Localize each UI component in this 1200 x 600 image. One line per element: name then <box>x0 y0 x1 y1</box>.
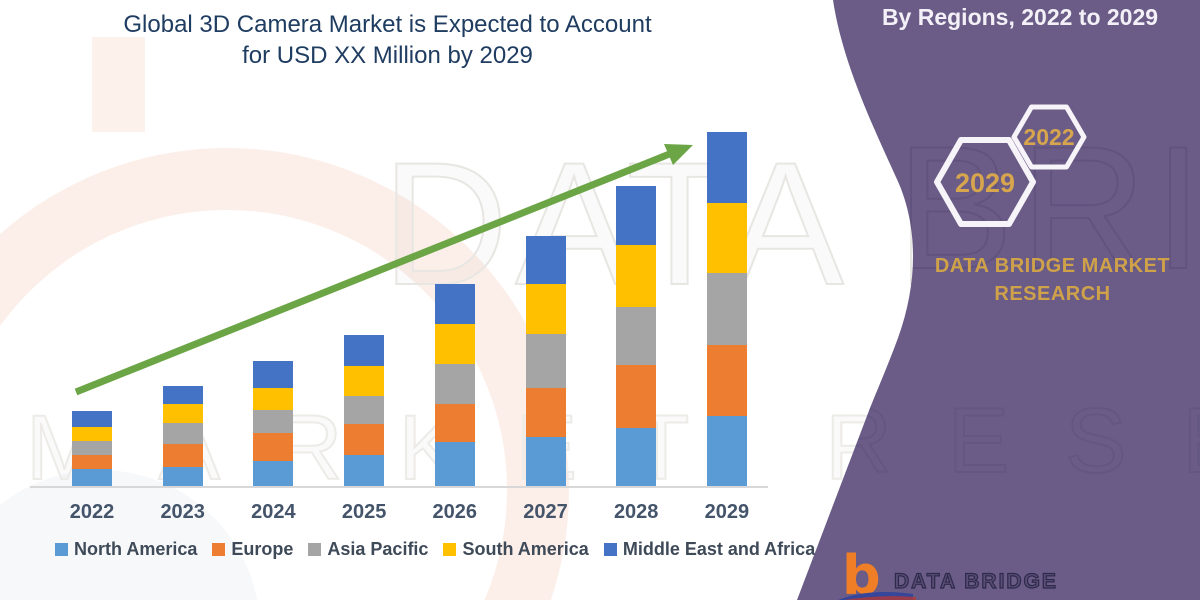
bar-2027 <box>525 236 566 486</box>
bar-2026-segment-europe <box>434 404 475 442</box>
bar-2023-segment-middle-east-and-africa <box>162 386 203 404</box>
legend-label-south-america: South America <box>462 539 589 559</box>
legend-label-north-america: North America <box>74 539 198 559</box>
bar-2026-segment-south-america <box>434 324 475 364</box>
bar-2024-segment-south-america <box>253 388 294 410</box>
legend-item-asia-pacific: Asia Pacific <box>308 539 428 560</box>
bar-2027-segment-south-america <box>525 284 566 334</box>
bar-2022-segment-asia-pacific <box>72 441 112 455</box>
x-axis-label-2025: 2025 <box>341 501 387 523</box>
bar-2025 <box>344 335 385 486</box>
bar-2029-segment-europe <box>706 345 747 416</box>
legend-item-north-america: North America <box>55 539 197 560</box>
x-axis-line <box>30 486 768 488</box>
bar-2029-segment-north-america <box>706 416 747 486</box>
bar-2023-segment-south-america <box>162 404 203 423</box>
chart-title-line1: Global 3D Camera Market is Expected to A… <box>123 11 652 38</box>
bar-2024-segment-asia-pacific <box>253 410 294 433</box>
chart-title: Global 3D Camera Market is Expected to A… <box>0 9 775 71</box>
legend-item-south-america: South America <box>443 539 589 560</box>
legend-label-middle-east-and-africa: Middle East and Africa <box>622 539 816 559</box>
bar-2025-segment-south-america <box>344 366 385 396</box>
bar-2024-segment-middle-east-and-africa <box>253 361 294 388</box>
legend-swatch-middle-east-and-africa <box>603 543 617 556</box>
bar-2024-segment-north-america <box>253 461 294 486</box>
bar-2028-segment-south-america <box>616 245 657 307</box>
bar-2026 <box>434 284 475 486</box>
x-axis-label-2022: 2022 <box>69 501 115 523</box>
bar-2022-segment-north-america <box>72 469 112 486</box>
bar-2023-segment-europe <box>162 444 203 467</box>
x-axis-label-2029: 2029 <box>704 501 750 523</box>
x-axis-label-2026: 2026 <box>432 501 478 523</box>
bar-2027-segment-asia-pacific <box>525 334 566 388</box>
bar-2028 <box>616 186 657 486</box>
bar-2022-segment-europe <box>72 455 112 469</box>
bar-2029 <box>706 132 747 486</box>
legend-item-europe: Europe <box>212 539 293 560</box>
x-axis-label-2023: 2023 <box>160 501 205 523</box>
bar-2026-segment-middle-east-and-africa <box>434 284 475 324</box>
bar-2025-segment-europe <box>344 424 385 455</box>
x-axis-label-2024: 2024 <box>251 501 296 523</box>
watermark-pink-rect <box>92 37 145 132</box>
chart-legend: North America Europe Asia Pacific South Ame… <box>55 539 815 560</box>
bar-2023 <box>162 386 203 486</box>
bar-2025-segment-north-america <box>344 455 385 486</box>
bar-2022-segment-south-america <box>72 427 112 441</box>
bar-2023-segment-asia-pacific <box>162 423 203 444</box>
bar-2027-segment-europe <box>525 388 566 437</box>
bar-2024-segment-europe <box>253 433 294 461</box>
bar-2027-segment-north-america <box>525 437 566 486</box>
x-axis-label-2028: 2028 <box>613 501 659 523</box>
bar-2027-segment-middle-east-and-africa <box>525 236 566 284</box>
legend-label-europe: Europe <box>231 539 294 559</box>
bar-2028-segment-asia-pacific <box>616 307 657 365</box>
legend-swatch-south-america <box>443 543 457 556</box>
legend-item-middle-east-and-africa: Middle East and Africa <box>603 539 816 560</box>
bar-2026-segment-north-america <box>434 442 475 486</box>
x-axis-label-2027: 2027 <box>523 501 568 523</box>
bar-2024 <box>253 361 294 486</box>
bar-2026-segment-asia-pacific <box>434 364 475 404</box>
bar-2025-segment-asia-pacific <box>344 396 385 424</box>
bar-2025-segment-middle-east-and-africa <box>344 335 385 366</box>
bar-2023-segment-north-america <box>162 467 203 486</box>
bar-2028-segment-middle-east-and-africa <box>616 186 657 245</box>
bar-2028-segment-north-america <box>616 428 657 486</box>
legend-swatch-north-america <box>55 543 68 556</box>
bar-2029-segment-asia-pacific <box>706 273 747 345</box>
legend-swatch-asia-pacific <box>308 543 322 556</box>
chart-title-line2: for USD XX Million by 2029 <box>242 42 533 69</box>
bar-2029-segment-middle-east-and-africa <box>706 132 747 203</box>
bar-2022 <box>72 411 112 486</box>
legend-label-asia-pacific: Asia Pacific <box>327 539 429 559</box>
bar-2022-segment-middle-east-and-africa <box>72 411 112 427</box>
bar-2028-segment-europe <box>616 365 657 428</box>
bar-2029-segment-south-america <box>706 203 747 273</box>
legend-swatch-europe <box>212 543 226 556</box>
